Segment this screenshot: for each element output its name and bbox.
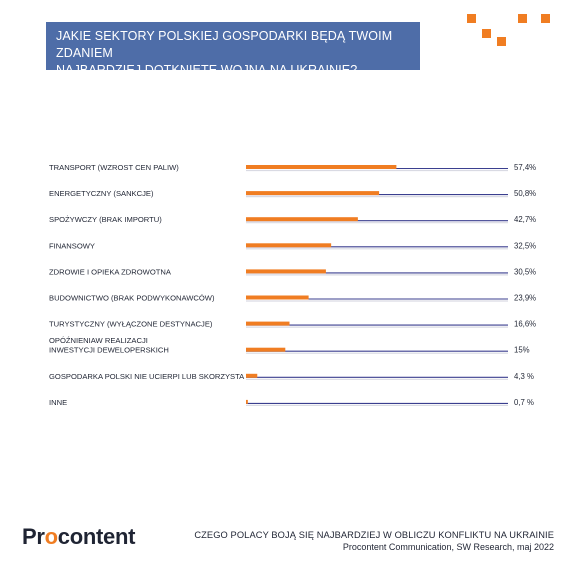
bar — [246, 373, 258, 378]
value-label: 42,7% — [514, 215, 536, 224]
chart-title-line-1: JAKIE SEKTORY POLSKIEJ GOSPODARKI BĘDĄ T… — [56, 29, 393, 60]
category-label: ZDROWIE I OPIEKA ZDROWOTNA — [49, 267, 172, 276]
value-label: 32,5% — [514, 241, 536, 250]
bar — [246, 243, 332, 248]
category-label: INWESTYCJI DEWELOPERSKICH — [49, 346, 169, 355]
value-label: 15% — [514, 346, 530, 355]
category-label: INNE — [49, 398, 67, 407]
procontent-logo: Procontent — [22, 524, 136, 549]
value-label: 50,8% — [514, 189, 536, 198]
bar — [246, 165, 397, 169]
chart-title-box: JAKIE SEKTORY POLSKIEJ GOSPODARKI BĘDĄ T… — [46, 22, 420, 77]
footer-source: Procontent Communication, SW Research, m… — [342, 542, 554, 552]
bar — [246, 347, 286, 352]
chart-title-line-2: NAJBARDZIEJ DOTKNIĘTE WOJNĄ NA UKRAINIE? — [56, 63, 358, 77]
bar — [246, 295, 309, 300]
value-label: 4,3 % — [514, 372, 534, 381]
bar — [246, 191, 380, 196]
footer-title: CZEGO POLACY BOJĄ SIĘ NAJBARDZIEJ W OBLI… — [194, 530, 554, 540]
category-label: GOSPODARKA POLSKI NIE UCIERPI LUB SKORZY… — [49, 372, 245, 381]
category-label: TURYSTYCZNY (WYŁĄCZONE DESTYNACJE) — [49, 320, 213, 329]
category-label: FINANSOWY — [49, 241, 95, 250]
value-label: 57,4% — [514, 163, 536, 172]
bar — [246, 321, 290, 326]
value-label: 23,9% — [514, 294, 536, 303]
bar — [246, 269, 326, 274]
category-label: ENERGETYCZNY (SANKCJE) — [49, 189, 154, 198]
category-label: SPOŻYWCZY (BRAK IMPORTU) — [49, 215, 162, 224]
bar — [246, 399, 248, 404]
value-label: 30,5% — [514, 267, 536, 276]
category-label: OPÓŹNIENIAW REALIZACJI — [49, 336, 148, 345]
bar — [246, 217, 358, 222]
category-label: BUDOWNICTWO (BRAK PODWYKONAWCÓW) — [49, 294, 215, 303]
value-label: 16,6% — [514, 320, 536, 329]
category-label: TRANSPORT (WZROST CEN PALIW) — [49, 163, 179, 172]
value-label: 0,7 % — [514, 398, 534, 407]
